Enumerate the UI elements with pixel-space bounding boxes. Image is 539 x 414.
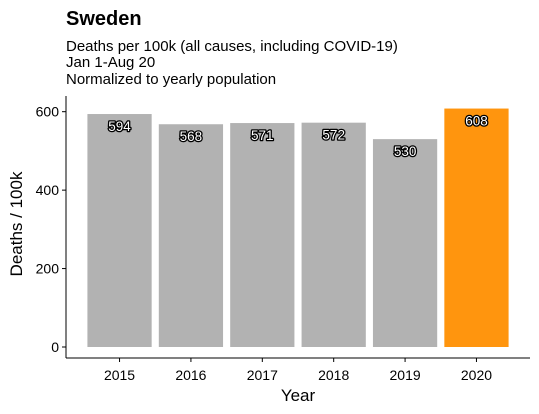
y-tick-label-0: 0 [51, 339, 59, 355]
chart-title: Sweden [66, 8, 142, 30]
y-tick-label-600: 600 [36, 104, 60, 120]
x-tick-label-2017: 2017 [247, 367, 278, 383]
bars-layer [87, 108, 509, 348]
chart-subtitle-line-1: Deaths per 100k (all causes, including C… [66, 38, 398, 55]
data-label-2017: 571 [251, 128, 274, 143]
bar-2018 [301, 122, 366, 347]
chart-subtitle-line-3: Normalized to yearly population [66, 71, 276, 88]
data-label-2019: 530 [394, 144, 417, 159]
x-tick-label-2016: 2016 [175, 367, 206, 383]
x-tick-label-2020: 2020 [461, 367, 492, 383]
x-axis-ticks: 2015 2016 2017 2018 2019 2020 [104, 358, 492, 383]
chart-subtitle-line-2: Jan 1-Aug 20 [66, 54, 155, 71]
data-labels-layer: 594 568 571 572 530 608 [107, 112, 489, 160]
y-axis-ticks: 0 200 400 600 [36, 104, 66, 355]
data-label-2018: 572 [322, 128, 345, 143]
bar-2015 [87, 114, 152, 347]
bar-2017 [230, 123, 295, 347]
x-axis-title: Year [281, 386, 316, 405]
data-label-2020: 608 [465, 114, 488, 129]
x-tick-label-2019: 2019 [390, 367, 421, 383]
data-label-2016: 568 [180, 129, 203, 144]
y-tick-label-400: 400 [36, 182, 60, 198]
data-label-2015: 594 [108, 119, 131, 134]
bar-2019 [372, 139, 438, 347]
y-tick-label-200: 200 [36, 261, 60, 277]
bar-2020 [444, 108, 509, 347]
x-tick-label-2018: 2018 [318, 367, 349, 383]
x-tick-label-2015: 2015 [104, 367, 135, 383]
bar-2016 [158, 124, 224, 348]
y-axis-title: Deaths / 100k [7, 171, 26, 276]
